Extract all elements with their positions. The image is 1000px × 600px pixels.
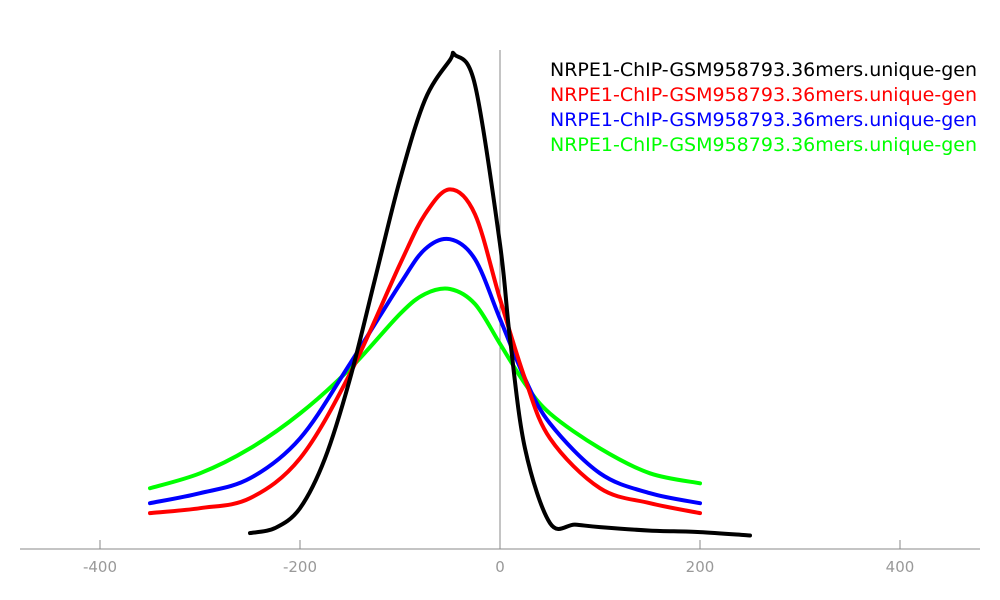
- legend-entry-2: NRPE1-ChIP-GSM958793.36mers.unique-gen: [550, 84, 977, 106]
- x-tick-label: -200: [283, 558, 317, 576]
- series-line-1: [248, 50, 752, 538]
- legend: NRPE1-ChIP-GSM958793.36mers.unique-gen NR…: [550, 59, 977, 156]
- series-line-3: [148, 236, 702, 506]
- x-tick-label: 200: [686, 558, 715, 576]
- legend-entry-4: NRPE1-ChIP-GSM958793.36mers.unique-gen: [550, 134, 977, 156]
- x-tick-label: 0: [495, 558, 505, 576]
- series-line-2: [148, 187, 702, 516]
- legend-entry-1: NRPE1-ChIP-GSM958793.36mers.unique-gen: [550, 59, 977, 81]
- x-axis: -400 -200 0 200 400: [20, 540, 980, 576]
- series-line-4: [148, 286, 702, 491]
- series-layer: [148, 50, 752, 538]
- x-tick-label: -400: [83, 558, 117, 576]
- x-tick-label: 400: [886, 558, 915, 576]
- legend-entry-3: NRPE1-ChIP-GSM958793.36mers.unique-gen: [550, 109, 977, 131]
